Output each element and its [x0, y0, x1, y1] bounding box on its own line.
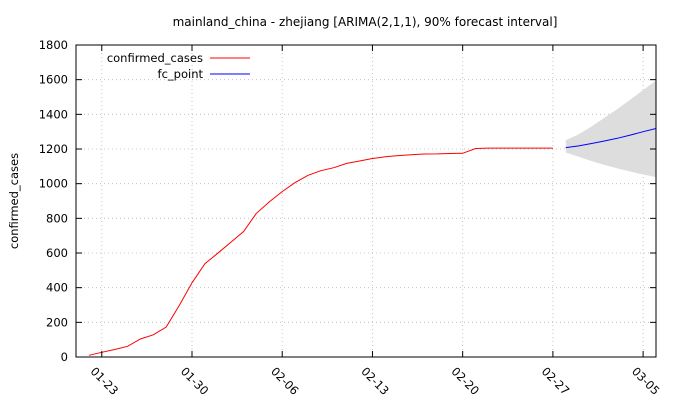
y-tick-label: 400	[46, 281, 68, 295]
gridlines	[76, 45, 656, 357]
legend-label-fc-point: fc_point	[158, 67, 204, 81]
legend: confirmed_cases fc_point	[107, 51, 250, 81]
forecast-band-layer	[565, 80, 656, 178]
y-tick-label: 600	[46, 246, 68, 260]
y-tick-label: 1200	[39, 142, 68, 156]
y-tick-label: 1800	[39, 38, 68, 52]
legend-label-confirmed-cases: confirmed_cases	[107, 51, 203, 65]
y-tick-label: 1600	[39, 73, 68, 87]
series-line-confirmed-cases	[88, 147, 553, 356]
y-tick-label: 200	[46, 315, 68, 329]
y-tick-label: 1000	[39, 177, 68, 191]
y-tick-labels: 0 200 400 600 800 1000 1200 1400 1600 1800	[39, 38, 68, 364]
y-axis-label: confirmed_cases	[7, 153, 21, 249]
series-line-fc-point	[565, 128, 657, 149]
chart-title: mainland_china - zhejiang [ARIMA(2,1,1),…	[173, 15, 558, 29]
forecast-interval-band	[565, 80, 656, 178]
series-lines	[88, 128, 657, 356]
y-tick-label: 800	[46, 211, 68, 225]
axis-ticks	[76, 44, 656, 358]
plot-frame	[75, 44, 657, 358]
y-tick-label: 0	[61, 350, 68, 364]
y-tick-label: 1400	[39, 107, 68, 121]
